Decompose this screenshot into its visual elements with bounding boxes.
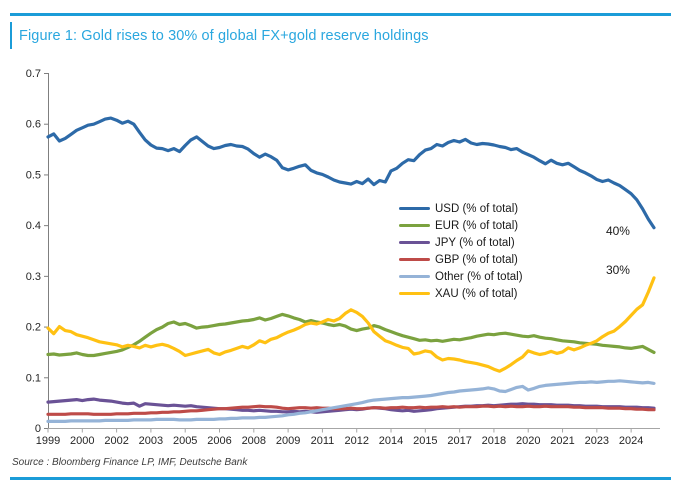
y-tick-label: 0.7 — [26, 68, 41, 80]
x-tick-label: 2021 — [550, 435, 574, 447]
annotation-30pct: 30% — [606, 263, 630, 277]
x-tick-label: 2006 — [207, 435, 231, 447]
y-tick-label: 0.4 — [26, 220, 41, 232]
x-tick-label: 2009 — [276, 435, 300, 447]
eur-line — [46, 312, 656, 358]
x-tick-label: 2003 — [139, 435, 163, 447]
jpy-legend-label: JPY (% of total) — [435, 236, 515, 249]
x-tick-label: 2002 — [104, 435, 128, 447]
x-tick-label: 2005 — [173, 435, 197, 447]
x-tick-label: 2012 — [344, 435, 368, 447]
xau-legend-label: XAU (% of total) — [435, 287, 518, 300]
other-line — [46, 379, 656, 423]
figure-title-block: Figure 1: Gold rises to 30% of global FX… — [10, 22, 429, 49]
bottom-border-line — [10, 477, 671, 480]
x-tick-label: 2000 — [70, 435, 94, 447]
annotation-40pct: 40% — [606, 224, 630, 238]
legend-item-eur: EUR (% of total) — [399, 217, 523, 234]
usd-line — [46, 116, 656, 230]
x-tick-label: 2011 — [311, 435, 335, 447]
legend-item-usd: USD (% of total) — [399, 200, 523, 217]
eur-legend-label: EUR (% of total) — [435, 219, 519, 232]
legend-item-gbp: GBP (% of total) — [399, 251, 523, 268]
x-tick-label: 2008 — [242, 435, 266, 447]
usd-legend-swatch — [399, 206, 430, 211]
usd-legend-label: USD (% of total) — [435, 202, 519, 215]
y-tick-label: 0.2 — [26, 322, 41, 334]
source-note: Source : Bloomberg Finance LP, IMF, Deut… — [12, 457, 248, 468]
gbp-legend-swatch — [399, 257, 430, 262]
y-tick-label: 0.5 — [26, 169, 41, 181]
y-tick-label: 0 — [35, 423, 41, 435]
legend-item-jpy: JPY (% of total) — [399, 234, 523, 251]
x-tick-label: 2018 — [482, 435, 506, 447]
x-tick-label: 2020 — [516, 435, 540, 447]
x-tick-label: 2014 — [379, 435, 403, 447]
figure-title: Figure 1: Gold rises to 30% of global FX… — [19, 27, 429, 44]
gbp-line — [46, 404, 656, 416]
x-tick-label: 2017 — [447, 435, 471, 447]
xau-legend-swatch — [399, 291, 430, 296]
x-tick-label: 1999 — [36, 435, 60, 447]
legend-item-xau: XAU (% of total) — [399, 285, 523, 302]
x-tick-label: 2024 — [619, 435, 643, 447]
eur-legend-swatch — [399, 223, 430, 228]
gbp-legend-label: GBP (% of total) — [435, 253, 518, 266]
other-legend-swatch — [399, 274, 430, 279]
xau-line — [46, 276, 656, 373]
x-tick-label: 2023 — [585, 435, 609, 447]
chart-legend: USD (% of total) EUR (% of total) JPY (% o… — [399, 200, 523, 302]
legend-item-other: Other (% of total) — [399, 268, 523, 285]
other-legend-label: Other (% of total) — [435, 270, 523, 283]
jpy-legend-swatch — [399, 240, 430, 245]
y-tick-label: 0.6 — [26, 119, 41, 131]
y-tick-label: 0.1 — [26, 372, 41, 384]
top-border-line — [10, 13, 671, 16]
x-tick-label: 2015 — [413, 435, 437, 447]
y-tick-label: 0.3 — [26, 271, 41, 283]
